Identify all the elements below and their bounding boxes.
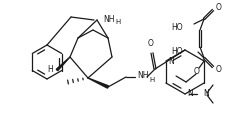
Text: HO: HO <box>171 23 183 31</box>
Text: O: O <box>194 67 200 76</box>
Text: N: N <box>203 89 209 98</box>
Text: NH: NH <box>137 70 148 79</box>
Polygon shape <box>56 57 70 71</box>
Text: H: H <box>115 19 120 25</box>
Text: O: O <box>216 66 222 75</box>
Text: NH: NH <box>103 15 115 23</box>
Polygon shape <box>88 78 109 88</box>
Text: HO: HO <box>171 47 183 56</box>
Text: N: N <box>187 90 193 99</box>
Text: H: H <box>47 66 53 75</box>
Text: N: N <box>168 56 174 66</box>
Text: H: H <box>149 77 154 83</box>
Text: O: O <box>216 2 222 11</box>
Text: O: O <box>148 39 154 48</box>
